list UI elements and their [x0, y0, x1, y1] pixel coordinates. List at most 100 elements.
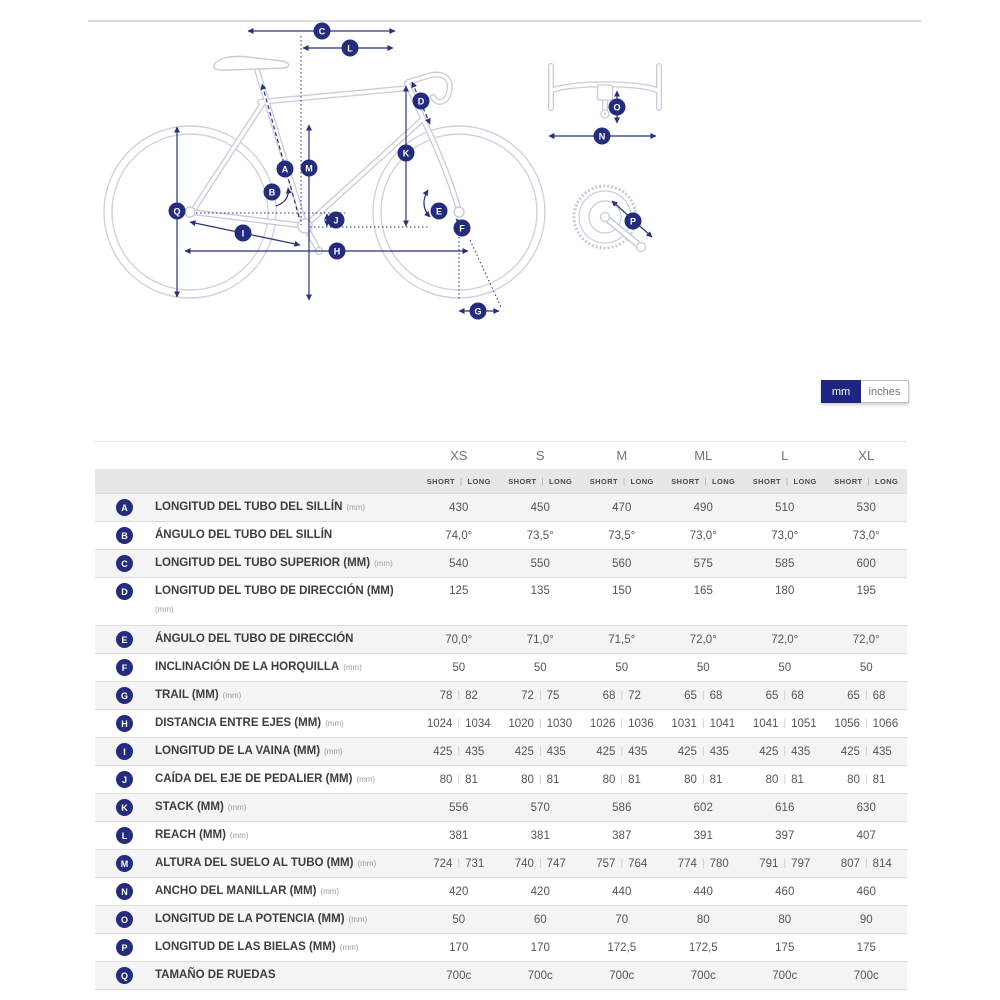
row-badge-cell: F: [95, 659, 155, 676]
row-letter-badge: K: [116, 799, 133, 816]
inches-button[interactable]: inches: [861, 380, 909, 403]
value-cell: 425 | 435: [677, 745, 729, 758]
value-cell: 575: [693, 557, 713, 570]
value-cell: 381: [530, 829, 550, 842]
short-long-header-cell: SHORT | LONG: [834, 476, 899, 486]
value-cell: 630: [856, 801, 876, 814]
value-cell: 757 | 764: [596, 857, 648, 870]
value-cell: 425 | 435: [840, 745, 892, 758]
value-cell: 80 | 81: [521, 773, 560, 786]
value-cell: 724 | 731: [433, 857, 485, 870]
value-cell: 460: [856, 885, 876, 898]
table-row-H: H DISTANCIA ENTRE EJES (MM) (mm) 1024 | 1034 1…: [95, 709, 907, 737]
value-cell: 73,0°: [852, 529, 880, 542]
row-unit: (mm): [357, 859, 377, 868]
value-cell: 740 | 747: [514, 857, 566, 870]
value-cell: 72,0°: [689, 633, 717, 646]
value-cell: 70: [615, 913, 629, 926]
row-letter-badge: I: [116, 743, 133, 760]
row-letter-badge: B: [116, 527, 133, 544]
value-cell: 72,0°: [771, 633, 799, 646]
value-cell: 135: [530, 585, 550, 597]
row-label: ÁNGULO DEL TUBO DEL SILLÍN: [155, 529, 333, 541]
badge-C: C: [313, 22, 331, 40]
short-long-header-cell: SHORT | LONG: [508, 476, 573, 486]
value-cell: 420: [449, 885, 469, 898]
row-badge-cell: M: [95, 855, 155, 872]
badge-F: F: [453, 219, 471, 237]
svg-text:P: P: [630, 217, 636, 227]
svg-text:D: D: [418, 97, 425, 107]
mm-button[interactable]: mm: [821, 380, 861, 403]
short-long-header-cell: SHORT | LONG: [589, 476, 654, 486]
svg-text:C: C: [319, 27, 326, 37]
row-badge-cell: C: [95, 555, 155, 572]
short-long-header-cell: SHORT | LONG: [671, 476, 736, 486]
row-badge-cell: P: [95, 939, 155, 956]
value-cell: 470: [612, 501, 632, 514]
value-cell: 450: [530, 501, 550, 514]
measurement-letter-badges: A B C D E F G H I J K L M N O P Q: [168, 22, 642, 320]
row-letter-badge: N: [116, 883, 133, 900]
row-unit: (mm): [374, 559, 393, 568]
svg-text:M: M: [305, 164, 313, 174]
badge-E: E: [430, 202, 448, 220]
row-label: LONGITUD DEL TUBO SUPERIOR (MM) (mm): [155, 557, 393, 569]
row-unit: (mm): [348, 915, 368, 924]
row-unit: (mm): [346, 503, 366, 512]
value-cell: 150: [612, 585, 632, 597]
badge-A: A: [276, 160, 294, 178]
table-row-F: F INCLINACIÓN DE LA HORQUILLA (mm) 50 50 50 50…: [95, 653, 907, 681]
row-badge-cell: J: [95, 771, 155, 788]
value-cell: 540: [449, 557, 469, 570]
value-cell: 60: [533, 913, 547, 926]
value-cell: 74,0°: [445, 529, 473, 542]
size-header-s: S: [535, 448, 545, 463]
value-cell: 700c: [772, 969, 798, 982]
row-badge-cell: K: [95, 799, 155, 816]
svg-text:K: K: [403, 149, 410, 159]
table-row-G: G TRAIL (MM) (mm) 78 | 82 72 | 75 68 | 72 65 | 68 65 | 68…: [95, 681, 907, 709]
value-cell: 407: [856, 829, 876, 842]
value-cell: 80 | 81: [684, 773, 723, 786]
table-row-C: C LONGITUD DEL TUBO SUPERIOR (MM) (mm) 540 5…: [95, 549, 907, 577]
value-cell: 700c: [853, 969, 879, 982]
geometry-table: XS S M ML L XL SHORT | LONG SHORT | LONG SHORT | LONG…: [95, 441, 907, 990]
row-letter-badge: C: [116, 555, 133, 572]
badge-P: P: [624, 212, 642, 230]
badge-L: L: [341, 39, 359, 57]
row-letter-badge: A: [116, 499, 133, 516]
table-row-A: A LONGITUD DEL TUBO DEL SILLÍN (mm) 430 450 4…: [95, 493, 907, 521]
row-letter-badge: E: [116, 631, 133, 648]
row-label: TAMAÑO DE RUEDAS: [155, 969, 276, 981]
row-label: CAÍDA DEL EJE DE PEDALIER (MM) (mm): [155, 773, 376, 785]
value-cell: 73,0°: [771, 529, 799, 542]
value-cell: 70,0°: [445, 633, 473, 646]
value-cell: 807 | 814: [840, 857, 892, 870]
badge-B: B: [263, 183, 281, 201]
value-cell: 90: [859, 913, 873, 926]
value-cell: 50: [859, 661, 873, 674]
badge-H: H: [328, 242, 346, 260]
value-cell: 80: [778, 913, 792, 926]
value-cell: 1056 | 1066: [834, 717, 899, 730]
value-cell: 425 | 435: [759, 745, 811, 758]
value-cell: 425 | 435: [433, 745, 485, 758]
handlebar-front-view: [551, 66, 659, 119]
value-cell: 50: [696, 661, 710, 674]
value-cell: 556: [449, 801, 469, 814]
row-label: ALTURA DEL SUELO AL TUBO (MM) (mm): [155, 857, 377, 869]
row-unit: (mm): [320, 887, 340, 896]
value-cell: 72 | 75: [521, 689, 560, 702]
row-unit: (mm): [222, 691, 242, 700]
value-cell: 80 | 81: [439, 773, 478, 786]
value-cell: 71,0°: [526, 633, 554, 646]
value-cell: 700c: [446, 969, 472, 982]
svg-text:N: N: [599, 132, 606, 142]
table-row-Q: Q TAMAÑO DE RUEDAS 700c 700c 700c 700c 700c 700…: [95, 961, 907, 990]
value-cell: 774 | 780: [677, 857, 729, 870]
svg-text:L: L: [347, 44, 353, 54]
value-cell: 490: [693, 501, 713, 514]
row-badge-cell: I: [95, 743, 155, 760]
row-badge-cell: L: [95, 827, 155, 844]
